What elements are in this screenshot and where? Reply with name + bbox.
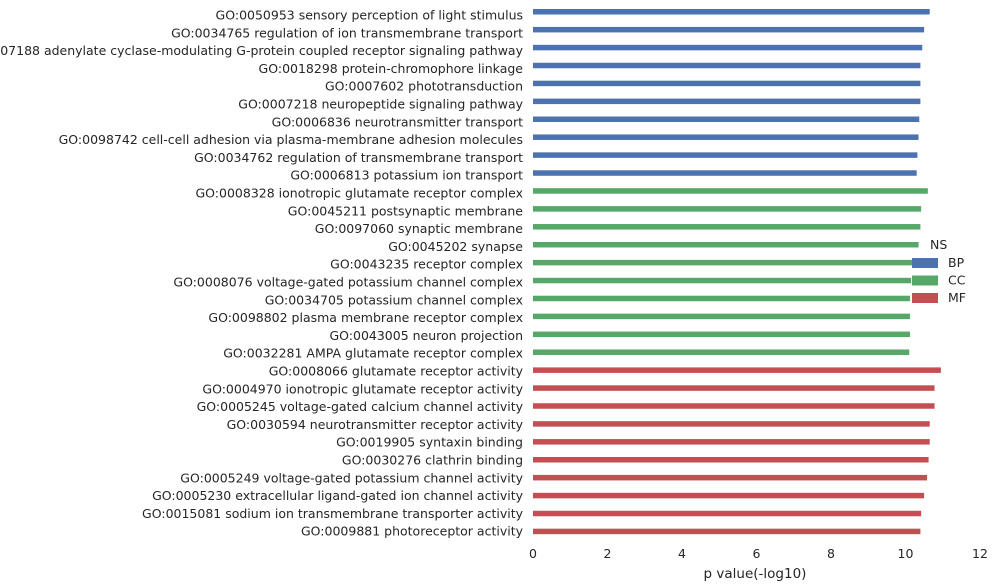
- bar: [533, 62, 921, 69]
- bar: [533, 188, 928, 194]
- category-label: GO:0007188 adenylate cyclase-modulating …: [0, 43, 524, 58]
- bar: [533, 26, 925, 33]
- category-label: GO:0030276 clathrin binding: [342, 453, 523, 468]
- category-label: GO:0008066 glutamate receptor activity: [269, 364, 524, 379]
- bar: [533, 457, 929, 463]
- legend-swatch-cc: [912, 275, 938, 286]
- bar: [533, 206, 922, 212]
- x-tick-label: 10: [898, 546, 914, 561]
- bar: [533, 277, 912, 284]
- x-tick-label: 0: [529, 546, 537, 561]
- bar: [533, 98, 921, 105]
- legend-title: NS: [930, 237, 947, 252]
- x-tick-label: 8: [827, 546, 835, 561]
- category-label: GO:0098802 plasma membrane receptor comp…: [208, 310, 523, 325]
- bar: [533, 349, 910, 355]
- bar: [533, 44, 923, 51]
- x-tick-label: 12: [972, 546, 988, 561]
- legend: NS BP CC MF: [912, 237, 966, 305]
- bar: [533, 439, 930, 445]
- category-label: GO:0006836 neurotransmitter transport: [272, 114, 523, 129]
- x-axis-label: p value(-log10): [704, 566, 807, 582]
- x-tick-label: 2: [604, 546, 612, 561]
- legend-label-bp: BP: [948, 255, 965, 270]
- legend-swatch-mf: [912, 293, 938, 303]
- category-label: GO:0032281 AMPA glutamate receptor compl…: [223, 346, 523, 361]
- category-label: GO:0045202 synapse: [388, 239, 523, 254]
- category-label: GO:0018298 protein-chromophore linkage: [259, 61, 524, 76]
- bar: [533, 116, 920, 123]
- category-label: GO:0004970 ionotropic glutamate receptor…: [202, 381, 523, 396]
- category-label: GO:0009881 photoreceptor activity: [301, 524, 524, 539]
- bar: [533, 367, 941, 373]
- bar: [533, 224, 921, 230]
- bar: [533, 492, 925, 499]
- category-label: GO:0005245 voltage-gated calcium channel…: [197, 399, 524, 414]
- bar: [533, 9, 930, 15]
- bar: [533, 259, 915, 266]
- category-label: GO:0034705 potassium channel complex: [265, 292, 523, 307]
- category-label: GO:0015081 sodium ion transmembrane tran…: [142, 506, 524, 521]
- bar: [533, 295, 910, 302]
- bar: [533, 80, 921, 87]
- bars: [533, 9, 941, 535]
- legend-label-cc: CC: [948, 273, 966, 288]
- category-label: GO:0043005 neuron projection: [329, 328, 523, 343]
- category-labels: GO:0050953 sensory perception of light s…: [0, 8, 524, 539]
- category-label: GO:0008076 voltage-gated potassium chann…: [173, 275, 523, 290]
- bar: [533, 241, 919, 248]
- category-label: GO:0034762 regulation of transmembrane t…: [194, 150, 523, 165]
- bar: [533, 385, 935, 391]
- category-label: GO:0007218 neuropeptide signaling pathwa…: [238, 97, 523, 112]
- category-label: GO:0030594 neurotransmitter receptor act…: [227, 417, 524, 432]
- category-label: GO:0050953 sensory perception of light s…: [216, 8, 523, 23]
- bar: [533, 170, 917, 176]
- legend-swatch-bp: [912, 258, 938, 268]
- category-label: GO:0007602 phototransduction: [325, 79, 523, 94]
- bar: [533, 528, 921, 535]
- bar: [533, 421, 930, 427]
- x-axis-ticks: 0 2 4 6 8 10 12: [529, 546, 988, 561]
- category-label: GO:0005230 extracellular ligand-gated io…: [152, 488, 524, 503]
- category-label: GO:0045211 postsynaptic membrane: [288, 203, 524, 218]
- legend-label-mf: MF: [948, 290, 966, 305]
- bar: [533, 510, 922, 517]
- bar: [533, 313, 910, 320]
- bar: [533, 134, 919, 140]
- category-label: GO:0034765 regulation of ion transmembra…: [171, 25, 523, 40]
- x-tick-label: 6: [753, 546, 761, 561]
- bar: [533, 403, 935, 409]
- bar: [533, 152, 918, 158]
- category-label: GO:0043235 receptor complex: [330, 257, 523, 272]
- category-label: GO:0006813 potassium ion transport: [290, 168, 523, 183]
- category-label: GO:0098742 cell-cell adhesion via plasma…: [59, 132, 523, 147]
- category-label: GO:0005249 voltage-gated potassium chann…: [180, 470, 523, 485]
- category-label: GO:0019905 syntaxin binding: [336, 435, 523, 450]
- bar: [533, 474, 928, 481]
- category-label: GO:0097060 synaptic membrane: [315, 221, 524, 236]
- category-label: GO:0008328 ionotropic glutamate receptor…: [196, 186, 524, 201]
- x-tick-label: 4: [678, 546, 686, 561]
- bar: [533, 331, 910, 338]
